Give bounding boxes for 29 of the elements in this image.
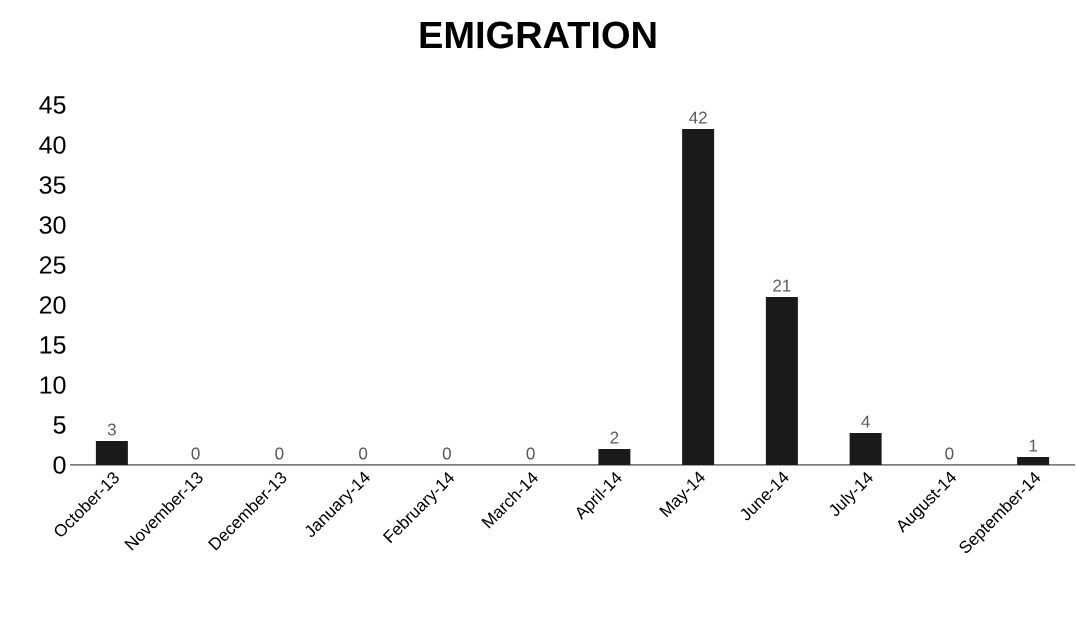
y-tick-label: 5 xyxy=(53,416,66,434)
data-label: 0 xyxy=(359,447,368,460)
data-label: 0 xyxy=(442,447,451,460)
y-tick-label: 35 xyxy=(39,176,66,194)
y-tick-label: 15 xyxy=(40,336,66,354)
y-tick-label: 10 xyxy=(40,376,66,394)
data-label: 21 xyxy=(773,279,791,292)
data-label: 0 xyxy=(191,447,200,460)
y-tick-label: 45 xyxy=(39,96,66,114)
data-label: 0 xyxy=(945,447,954,460)
data-label: 42 xyxy=(689,111,707,124)
y-tick-label: 40 xyxy=(39,136,66,154)
y-tick-label: 20 xyxy=(39,296,66,314)
data-label: 0 xyxy=(275,447,284,460)
data-label: 4 xyxy=(861,415,870,428)
chart-title: EMIGRATION xyxy=(420,21,656,49)
y-tick-label: 25 xyxy=(39,256,66,274)
data-label: 2 xyxy=(610,431,619,444)
bar xyxy=(95,441,128,465)
y-tick-label: 0 xyxy=(53,456,66,474)
data-label: 3 xyxy=(107,423,116,436)
y-tick-label: 30 xyxy=(39,216,66,234)
bar xyxy=(682,129,715,465)
bar xyxy=(849,433,882,465)
bar xyxy=(598,449,631,465)
data-label: 0 xyxy=(526,447,535,460)
bar xyxy=(765,297,798,465)
data-label: 1 xyxy=(1029,439,1038,452)
bar xyxy=(1017,457,1050,465)
